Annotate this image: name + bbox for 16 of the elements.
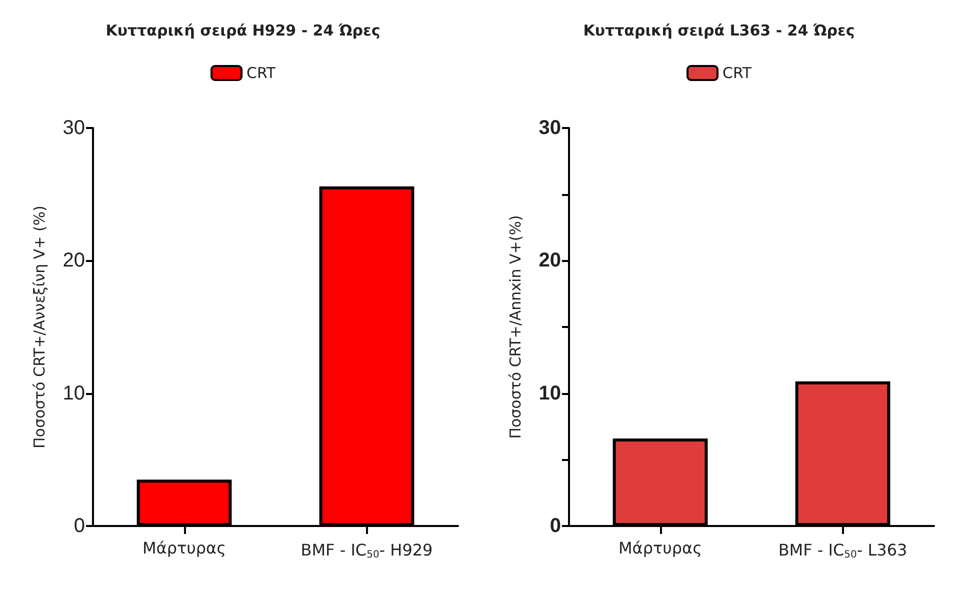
legend-label: CRT (246, 64, 276, 82)
y-tick-label: 30 (538, 117, 561, 139)
y-tick-label: 10 (62, 382, 85, 404)
y-tick-label: 20 (538, 250, 561, 272)
y-tick-label: 0 (550, 515, 561, 537)
y-tick-label: 30 (62, 117, 85, 139)
y-axis-title: Ποσοστό CRT+/Annxin V+(%) (506, 215, 524, 439)
x-tick-label: Μάρτυρας (142, 538, 226, 558)
y-tick-label: 10 (538, 382, 561, 404)
y-tick-label: 20 (62, 250, 85, 272)
chart-title: Κυτταρική σειρά H929 - 24 Ώρες (106, 22, 380, 40)
chart-title: Κυτταρική σειρά L363 - 24 Ώρες (583, 22, 855, 40)
x-tick-label: Μάρτυρας (618, 538, 702, 558)
legend-label: CRT (722, 64, 752, 82)
y-tick-label: 0 (74, 515, 85, 537)
y-axis-title: Ποσοστό CRT+/Αννεξίνη V+ (%) (30, 206, 48, 448)
